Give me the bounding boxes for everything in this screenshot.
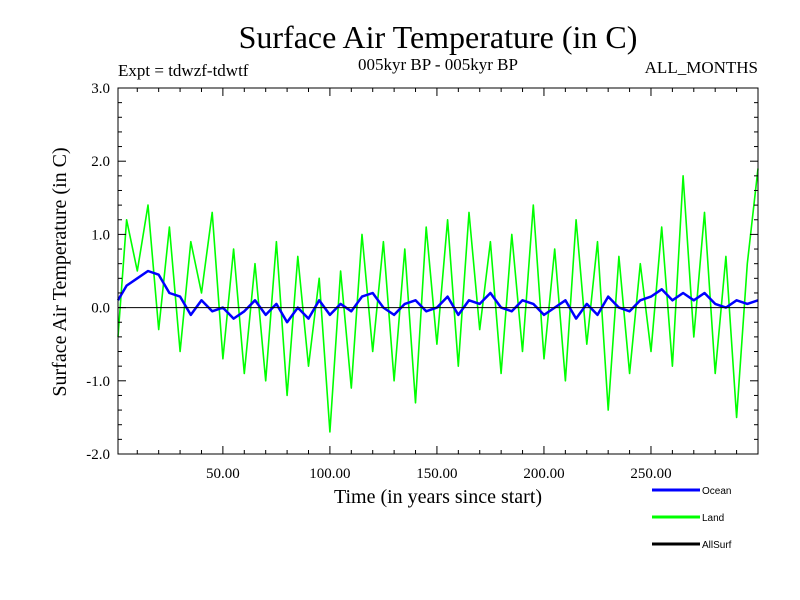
plot-lines xyxy=(116,168,759,433)
x-tick-label: 100.00 xyxy=(309,466,350,482)
series-line-land xyxy=(117,168,759,433)
x-tick-label: 250.00 xyxy=(630,466,671,482)
y-tick-label: -2.0 xyxy=(86,447,110,463)
x-axis: 50.00 100.00 150.00 200.00 250.00 xyxy=(136,88,738,482)
y-tick-label: 2.0 xyxy=(91,154,110,170)
y-tick-label: 3.0 xyxy=(91,81,110,97)
y-tick-label: 1.0 xyxy=(91,227,110,243)
chart-title: Surface Air Temperature (in C) xyxy=(239,19,638,55)
x-tick-label: 150.00 xyxy=(416,466,457,482)
y-tick-label: 0.0 xyxy=(91,301,110,317)
experiment-label: Expt = tdwzf-tdwtf xyxy=(118,61,249,80)
x-axis-label: Time (in years since start) xyxy=(334,486,542,508)
legend: Ocean Land AllSurf xyxy=(652,486,732,551)
series-line-ocean xyxy=(116,269,759,324)
chart-subtitle: 005kyr BP - 005kyr BP xyxy=(358,55,518,74)
x-tick-label: 200.00 xyxy=(523,466,564,482)
legend-label-land: Land xyxy=(702,513,724,524)
months-label: ALL_MONTHS xyxy=(645,58,758,77)
legend-label-allsurf: AllSurf xyxy=(702,540,732,551)
y-axis: -2.0 -1.0 0.0 1.0 2.0 3.0 xyxy=(86,81,758,463)
y-tick-label: -1.0 xyxy=(86,374,110,390)
y-axis-label: Surface Air Temperature (in C) xyxy=(49,147,71,396)
x-tick-label: 50.00 xyxy=(206,466,240,482)
plot-frame xyxy=(117,87,759,455)
legend-label-ocean: Ocean xyxy=(702,486,731,497)
